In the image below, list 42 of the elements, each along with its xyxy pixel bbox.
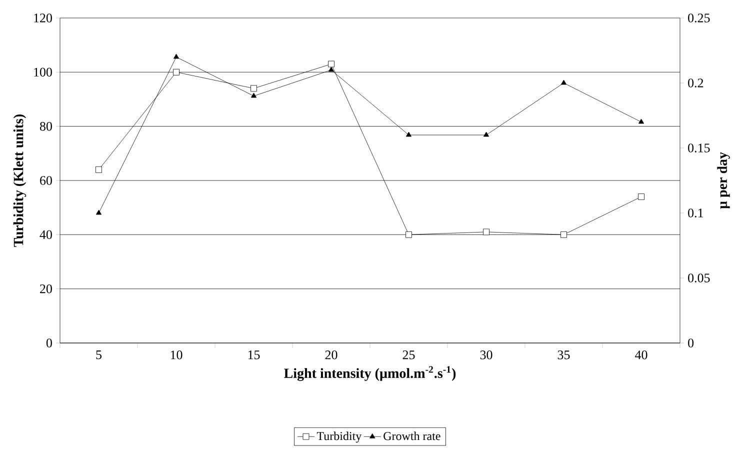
y2-tick-label: 0.05 bbox=[688, 274, 710, 282]
x-axis-title: Light intensity (µmol.m$^{-2}$.s$^{-1}$) bbox=[284, 366, 456, 381]
y-tick-label: 40 bbox=[40, 230, 52, 240]
y2-axis-title: µ per day bbox=[717, 152, 730, 209]
x-tick-label: 5 bbox=[96, 350, 102, 360]
point bbox=[250, 92, 257, 98]
legend-label: Turbidity bbox=[316, 432, 362, 443]
y-tick-label: 80 bbox=[40, 122, 52, 131]
point bbox=[96, 166, 102, 173]
point bbox=[560, 80, 567, 85]
legend-label: Growth rate bbox=[384, 432, 440, 440]
y-tick-label: 0 bbox=[46, 338, 52, 348]
x-tick-label: 25 bbox=[402, 350, 415, 360]
point bbox=[328, 66, 334, 72]
x-tick-label: 10 bbox=[170, 350, 182, 360]
point bbox=[483, 132, 490, 137]
y2-tick-label: 0.2 bbox=[688, 78, 704, 88]
y2-tick-label: 0.15 bbox=[688, 144, 710, 152]
point bbox=[173, 54, 180, 59]
x-tick-label: 20 bbox=[325, 350, 338, 360]
y2-tick-label: 0 bbox=[688, 338, 694, 348]
point bbox=[560, 231, 567, 238]
y-tick-label: 120 bbox=[34, 14, 52, 22]
point bbox=[250, 85, 257, 92]
x-tick-label: 40 bbox=[635, 350, 648, 360]
y-tick-label: 20 bbox=[40, 284, 52, 294]
y-tick-label: 60 bbox=[40, 176, 52, 185]
point bbox=[406, 132, 412, 137]
x-tick-label: 30 bbox=[480, 350, 492, 360]
point bbox=[173, 68, 180, 76]
point bbox=[328, 60, 334, 68]
x-tick-label: 15 bbox=[248, 350, 260, 360]
point bbox=[638, 194, 644, 200]
x-tick-label: 35 bbox=[558, 350, 570, 360]
point bbox=[483, 228, 490, 236]
y2-tick-label: 0.25 bbox=[688, 14, 710, 22]
y-axis-title: Turbidity (Klett units) bbox=[13, 114, 26, 247]
y-tick-label: 100 bbox=[34, 68, 52, 77]
y2-tick-label: 0.1 bbox=[688, 208, 704, 218]
point bbox=[638, 118, 644, 124]
point bbox=[96, 210, 102, 215]
point bbox=[406, 231, 412, 238]
